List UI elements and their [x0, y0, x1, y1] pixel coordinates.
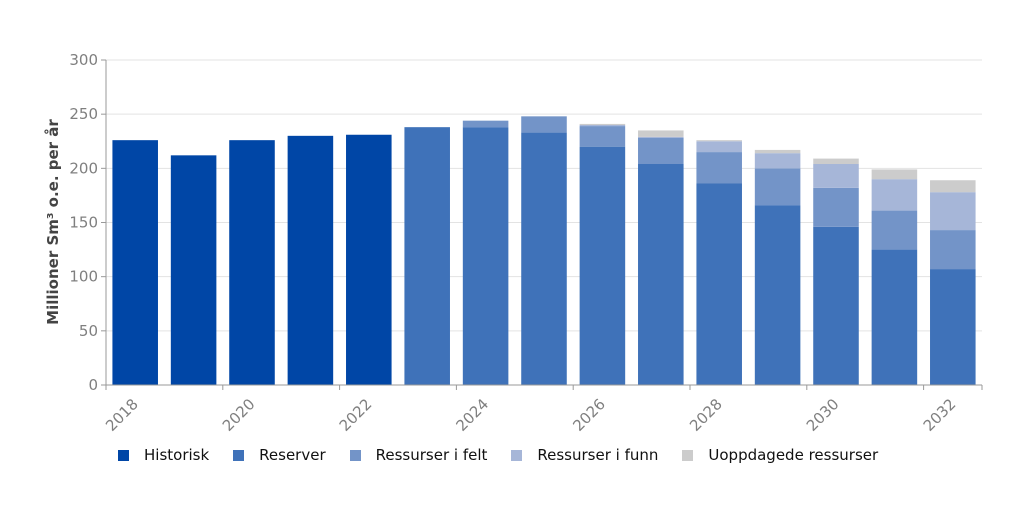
legend-swatch — [233, 449, 245, 461]
bar-ressurser-i-funn-2029 — [754, 153, 801, 169]
bar-uoppdagede-ressurser-2028 — [696, 140, 742, 142]
bar-historisk-2020 — [229, 140, 275, 385]
legend-label: Ressurser i funn — [537, 446, 659, 464]
bar-reserver-2029 — [754, 205, 801, 385]
legend-swatch — [118, 449, 129, 461]
bar-reserver-2031 — [871, 249, 918, 385]
bar-ressurser-i-felt-2029 — [754, 168, 801, 206]
legend-item-ressurser-i-funn: Ressurser i funn — [511, 446, 658, 464]
bar-reserver-2032 — [930, 269, 976, 385]
bar-historisk-2022 — [346, 134, 392, 385]
bar-ressurser-i-felt-2026 — [579, 126, 626, 147]
x-tick-label: 2020 — [219, 395, 259, 435]
legend-swatch — [511, 449, 523, 461]
bar-ressurser-i-felt-2025 — [521, 116, 567, 133]
bar-chart: 0 50 100 150 200 250 300 2018 2020 2022 2024 2026 20… — [44, 51, 983, 435]
bar-uoppdagede-ressurser-2030 — [813, 158, 859, 164]
bar-ressurser-i-felt-2031 — [871, 210, 918, 250]
bar-reserver-2025 — [521, 132, 567, 385]
x-tick-label: 2030 — [803, 395, 843, 435]
bar-historisk-2021 — [287, 135, 334, 385]
y-tick-label: 300 — [69, 51, 98, 69]
y-axis-label: Millioner Sm³ o.e. per år — [44, 119, 62, 325]
x-tick-label: 2018 — [102, 395, 142, 435]
bar-reserver-2026 — [579, 146, 626, 385]
bars — [112, 116, 976, 386]
legend-swatch — [349, 449, 361, 461]
bar-ressurser-i-felt-2032 — [930, 230, 976, 270]
legend-item-ressurser-i-felt: Ressurser i felt — [349, 446, 488, 464]
x-tick-label: 2028 — [686, 395, 726, 435]
bar-ressurser-i-felt-2024 — [462, 120, 509, 128]
bar-ressurser-i-felt-2030 — [813, 187, 859, 227]
bar-uoppdagede-ressurser-2031 — [871, 169, 918, 180]
bar-uoppdagede-ressurser-2029 — [754, 149, 801, 154]
bar-ressurser-i-felt-2027 — [638, 138, 684, 164]
bar-ressurser-i-funn-2030 — [813, 164, 859, 188]
y-tick-label: 0 — [88, 376, 98, 394]
legend-item-uoppdagede-ressurser: Uoppdagede ressurser — [682, 446, 878, 464]
bar-reserver-2027 — [638, 164, 684, 385]
bar-uoppdagede-ressurser-2032 — [930, 180, 976, 193]
legend-label: Reserver — [259, 446, 326, 464]
y-tick-label: 50 — [79, 322, 98, 340]
bar-reserver-2028 — [696, 183, 742, 385]
x-tick-label: 2022 — [336, 395, 376, 435]
bar-ressurser-i-funn-2028 — [696, 141, 742, 153]
bar-uoppdagede-ressurser-2027 — [638, 130, 684, 137]
bar-historisk-2019 — [170, 155, 217, 385]
legend-item-reserver: Reserver — [233, 446, 326, 464]
y-tick-label: 200 — [69, 159, 98, 177]
bar-uoppdagede-ressurser-2026 — [579, 123, 626, 125]
bar-reserver-2030 — [813, 226, 859, 385]
bar-reserver-2024 — [462, 127, 509, 386]
legend-label: Historisk — [144, 446, 210, 464]
legend: Historisk Reserver Ressurser i felt Ressurs… — [118, 446, 878, 464]
x-tick-label: 2026 — [569, 395, 609, 435]
x-tick-label: 2024 — [452, 395, 492, 435]
bar-ressurser-i-funn-2032 — [930, 192, 976, 231]
bar-ressurser-i-funn-2026 — [579, 125, 626, 127]
bar-historisk-2018 — [112, 140, 158, 385]
legend-label: Uoppdagede ressurser — [708, 446, 879, 464]
bar-ressurser-i-funn-2031 — [871, 179, 918, 211]
legend-item-historisk: Historisk — [118, 446, 209, 464]
bar-ressurser-i-felt-2028 — [696, 152, 742, 184]
legend-label: Ressurser i felt — [375, 446, 488, 464]
y-tick-label: 150 — [69, 214, 98, 232]
bar-ressurser-i-funn-2027 — [638, 136, 684, 138]
y-tick-label: 100 — [69, 268, 98, 286]
x-tick-label: 2032 — [920, 395, 960, 435]
y-tick-label: 250 — [69, 105, 98, 123]
legend-swatch — [682, 449, 694, 461]
bar-reserver-2023 — [404, 127, 450, 386]
